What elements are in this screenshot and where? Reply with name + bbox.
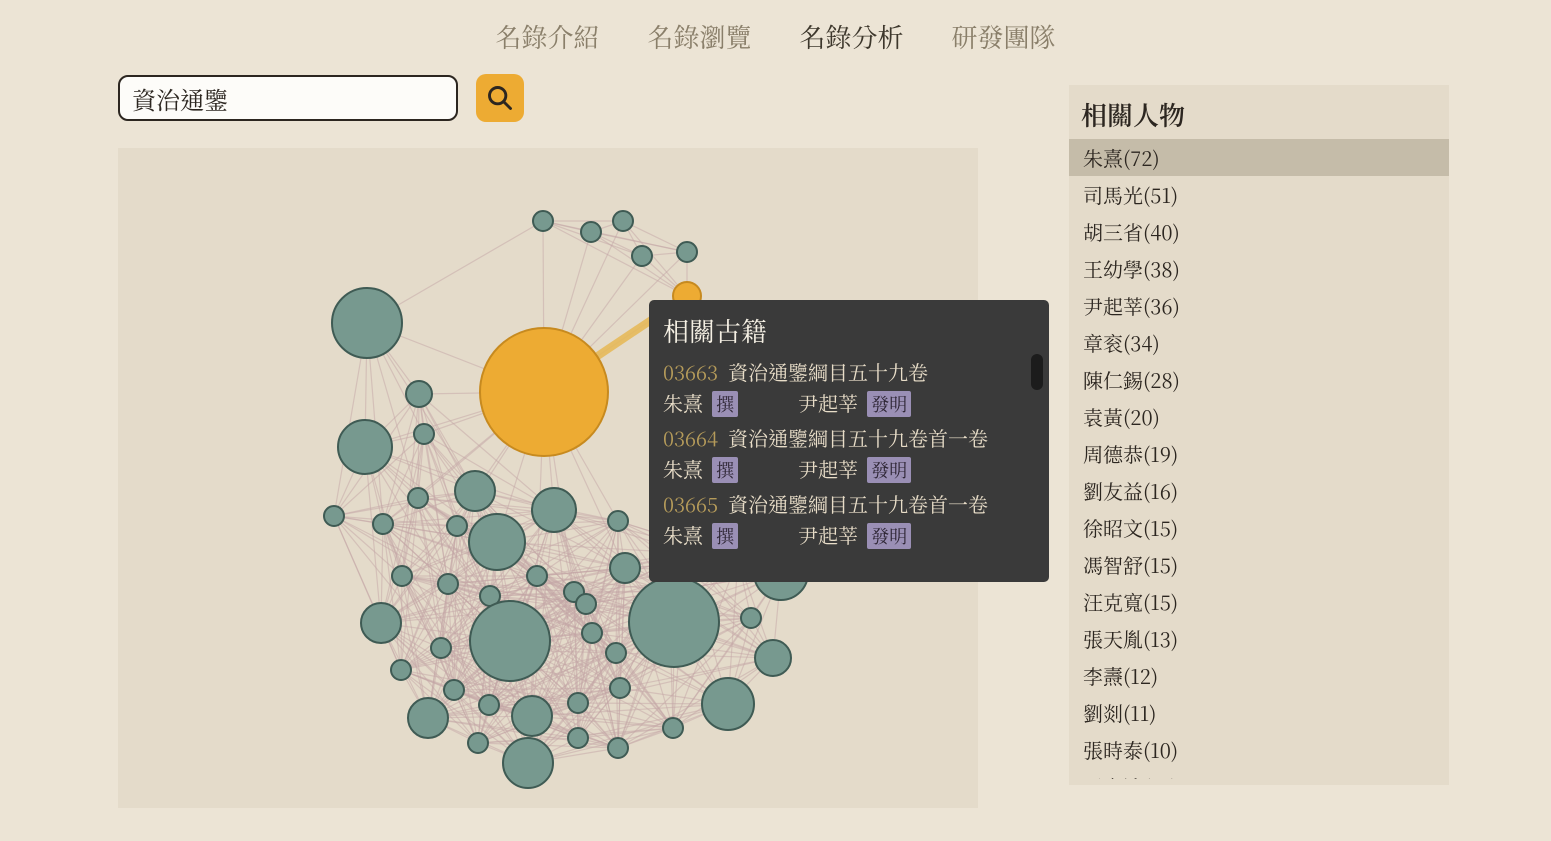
graph-node[interactable] (338, 420, 392, 474)
graph-node[interactable] (608, 511, 628, 531)
graph-node[interactable] (512, 696, 552, 736)
graph-node[interactable] (468, 733, 488, 753)
graph-node[interactable] (444, 680, 464, 700)
book-title: 資治通鑒綱目五十九卷首一卷 (728, 423, 988, 452)
sidebar-item[interactable]: 馮智舒(15) (1069, 546, 1449, 583)
graph-node[interactable] (408, 698, 448, 738)
sidebar-item[interactable]: 袁黃(20) (1069, 398, 1449, 435)
graph-node[interactable] (576, 594, 596, 614)
graph-node[interactable] (677, 242, 697, 262)
role-tag: 撰 (712, 457, 738, 483)
contributor: 尹起莘 發明 (798, 454, 911, 483)
graph-node[interactable] (629, 577, 719, 667)
contributor: 朱熹 撰 (663, 454, 738, 483)
book-id: 03663 (663, 357, 718, 386)
book-title: 資治通鑒綱目五十九卷首一卷 (728, 489, 988, 518)
role-tag: 撰 (712, 523, 738, 549)
top-nav: 名錄介紹 名錄瀏覽 名錄分析 研發團隊 (0, 18, 1551, 55)
graph-node[interactable] (324, 506, 344, 526)
graph-node[interactable] (581, 222, 601, 242)
tooltip-scrollbar[interactable] (1031, 354, 1043, 390)
nav-item[interactable]: 名錄分析 (800, 18, 904, 55)
role-tag: 發明 (867, 457, 911, 483)
graph-node[interactable] (447, 516, 467, 536)
tooltip-title: 相關古籍 (663, 312, 1031, 349)
role-tag: 撰 (712, 391, 738, 417)
search-bar (118, 74, 524, 122)
graph-node[interactable] (470, 601, 550, 681)
graph-node[interactable] (702, 678, 754, 730)
graph-node[interactable] (455, 471, 495, 511)
sidebar-item[interactable]: 張天胤(13) (1069, 620, 1449, 657)
contributor: 尹起莘 發明 (798, 520, 911, 549)
graph-node[interactable] (469, 514, 525, 570)
sidebar-item[interactable]: 陳仁錫(28) (1069, 361, 1449, 398)
role-tag: 發明 (867, 523, 911, 549)
contributor: 朱熹 撰 (663, 388, 738, 417)
tooltip-entry[interactable]: 03665 資治通鑒綱目五十九卷首一卷朱熹 撰 尹起莘 發明 (663, 489, 1031, 549)
graph-node[interactable] (741, 608, 761, 628)
related-people-list[interactable]: 朱熹(72)司馬光(51)胡三省(40)王幼學(38)尹起莘(36)章衮(34)… (1069, 139, 1449, 779)
graph-node[interactable] (438, 574, 458, 594)
related-people-title: 相關人物 (1069, 93, 1449, 139)
graph-node[interactable] (361, 603, 401, 643)
graph-node[interactable] (606, 643, 626, 663)
role-tag: 發明 (867, 391, 911, 417)
graph-node[interactable] (568, 728, 588, 748)
search-input[interactable] (118, 75, 458, 121)
graph-node[interactable] (533, 211, 553, 231)
graph-node[interactable] (503, 738, 553, 788)
book-id: 03665 (663, 489, 718, 518)
sidebar-item[interactable]: 周德恭(19) (1069, 435, 1449, 472)
contributor: 朱熹 撰 (663, 520, 738, 549)
sidebar-item[interactable]: 劉友益(16) (1069, 472, 1449, 509)
nav-item[interactable]: 名錄介紹 (495, 18, 599, 55)
sidebar-item[interactable]: 徐昭文(15) (1069, 509, 1449, 546)
sidebar-item[interactable]: 張時泰(10) (1069, 731, 1449, 768)
graph-node[interactable] (532, 488, 576, 532)
sidebar-item[interactable]: 李燾(12) (1069, 657, 1449, 694)
nav-item[interactable]: 名錄瀏覽 (647, 18, 751, 55)
book-title: 資治通鑒綱目五十九卷 (728, 357, 928, 386)
sidebar-item[interactable]: 劉剡(11) (1069, 694, 1449, 731)
graph-node[interactable] (568, 693, 588, 713)
graph-node[interactable] (608, 738, 628, 758)
graph-node[interactable] (480, 328, 608, 456)
tooltip-entry[interactable]: 03664 資治通鑒綱目五十九卷首一卷朱熹 撰 尹起莘 發明 (663, 423, 1031, 483)
graph-node[interactable] (406, 381, 432, 407)
graph-node[interactable] (392, 566, 412, 586)
sidebar-item[interactable]: 朱熹(72) (1069, 139, 1449, 176)
related-people-panel: 相關人物 朱熹(72)司馬光(51)胡三省(40)王幼學(38)尹起莘(36)章… (1069, 85, 1449, 785)
graph-node[interactable] (582, 623, 602, 643)
graph-node[interactable] (373, 514, 393, 534)
graph-node[interactable] (755, 640, 791, 676)
graph-node[interactable] (414, 424, 434, 444)
sidebar-item[interactable]: 章衮(34) (1069, 324, 1449, 361)
graph-node[interactable] (332, 288, 402, 358)
contributor: 尹起莘 發明 (798, 388, 911, 417)
graph-node[interactable] (479, 695, 499, 715)
graph-node[interactable] (408, 488, 428, 508)
graph-node[interactable] (632, 246, 652, 266)
sidebar-item[interactable]: 王宗沐(10) (1069, 768, 1449, 779)
graph-node[interactable] (391, 660, 411, 680)
tooltip-entry[interactable]: 03663 資治通鑒綱目五十九卷朱熹 撰 尹起莘 發明 (663, 357, 1031, 417)
sidebar-item[interactable]: 汪克寬(15) (1069, 583, 1449, 620)
graph-node[interactable] (527, 566, 547, 586)
graph-node[interactable] (610, 553, 640, 583)
sidebar-item[interactable]: 胡三省(40) (1069, 213, 1449, 250)
search-button[interactable] (476, 74, 524, 122)
book-id: 03664 (663, 423, 718, 452)
nav-item[interactable]: 研發團隊 (952, 18, 1056, 55)
graph-node[interactable] (663, 718, 683, 738)
sidebar-item[interactable]: 司馬光(51) (1069, 176, 1449, 213)
related-books-tooltip: 相關古籍 03663資治通鑒綱目五十九卷朱熹 撰尹起莘 發明03664資治通鑒綱… (649, 300, 1049, 582)
graph-node[interactable] (610, 678, 630, 698)
graph-node[interactable] (613, 211, 633, 231)
sidebar-item[interactable]: 王幼學(38) (1069, 250, 1449, 287)
graph-node[interactable] (431, 638, 451, 658)
search-icon (486, 84, 514, 112)
sidebar-item[interactable]: 尹起莘(36) (1069, 287, 1449, 324)
